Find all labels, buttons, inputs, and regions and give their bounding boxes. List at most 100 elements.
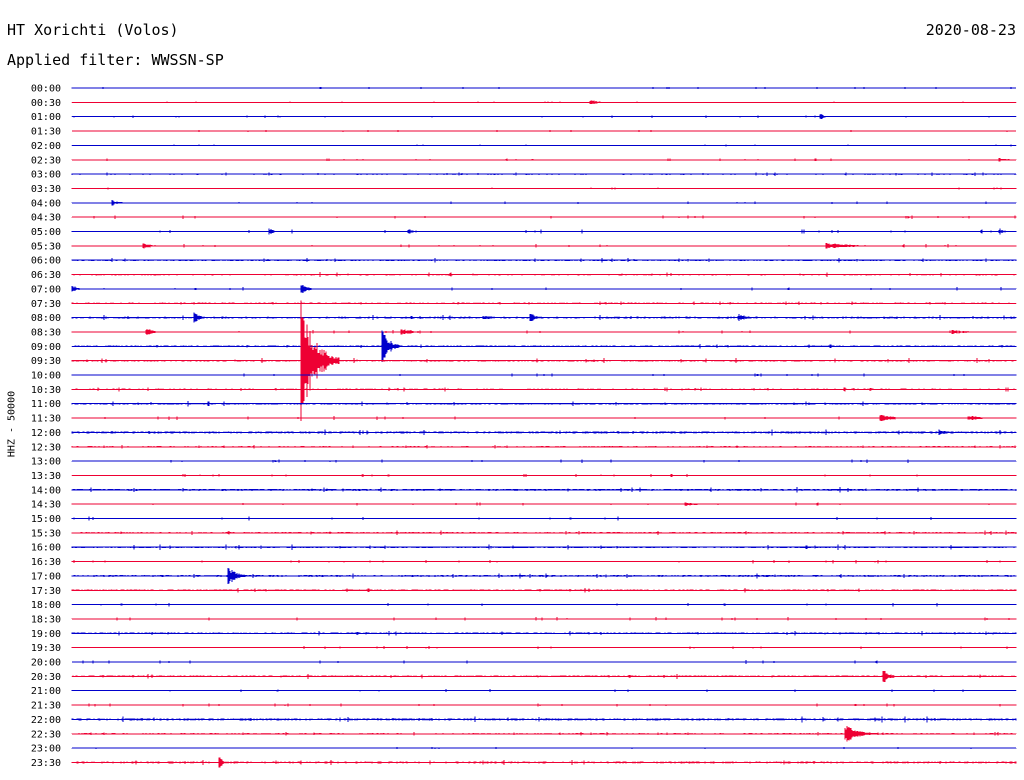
time-tick-label: 00:30 xyxy=(31,98,61,109)
time-tick-label: 13:00 xyxy=(31,457,61,468)
trace-row xyxy=(71,284,1017,293)
time-tick-label: 18:00 xyxy=(31,600,61,611)
time-tick-label: 19:30 xyxy=(31,643,61,654)
time-tick-label: 00:00 xyxy=(31,84,61,95)
trace-row xyxy=(71,387,1017,392)
time-tick-label: 22:30 xyxy=(31,729,61,740)
trace-row xyxy=(71,301,1017,305)
time-tick-label: 02:30 xyxy=(31,155,61,166)
trace-row xyxy=(71,502,1017,506)
trace-row xyxy=(71,726,1017,742)
trace-row xyxy=(71,328,1017,336)
time-tick-label: 03:00 xyxy=(31,170,61,181)
time-tick-label: 20:30 xyxy=(31,672,61,683)
trace-row xyxy=(71,300,1017,421)
time-tick-label: 06:30 xyxy=(31,270,61,281)
time-tick-label: 06:00 xyxy=(31,256,61,267)
time-tick-label: 16:00 xyxy=(31,543,61,554)
time-tick-label: 02:00 xyxy=(31,141,61,152)
trace-row xyxy=(71,100,1017,105)
trace-row xyxy=(71,243,1017,249)
trace-row xyxy=(71,459,1017,463)
trace-row xyxy=(71,559,1017,564)
time-tick-label: 04:00 xyxy=(31,198,61,209)
trace-row xyxy=(71,373,1017,377)
trace-row xyxy=(71,670,1017,682)
time-tick-label: 23:00 xyxy=(31,744,61,755)
trace-row xyxy=(71,487,1017,493)
trace-row xyxy=(71,215,1017,219)
trace-row xyxy=(71,157,1017,162)
trace-row xyxy=(71,257,1017,263)
time-tick-label: 14:00 xyxy=(31,485,61,496)
time-tick-label: 01:00 xyxy=(31,112,61,123)
trace-row xyxy=(71,429,1017,436)
time-tick-label: 11:00 xyxy=(31,399,61,410)
time-tick-label: 16:30 xyxy=(31,557,61,568)
time-tick-label: 11:30 xyxy=(31,414,61,425)
time-tick-label: 18:30 xyxy=(31,614,61,625)
date-label: 2020-08-23 xyxy=(925,21,1016,39)
trace-row xyxy=(71,587,1017,593)
station-title: HT Xorichti (Volos) xyxy=(7,21,179,39)
trace-row xyxy=(71,747,1017,750)
time-tick-label: 20:00 xyxy=(31,658,61,669)
trace-row xyxy=(71,86,1017,90)
trace-row xyxy=(71,228,1017,235)
trace-row xyxy=(71,530,1017,536)
trace-row xyxy=(71,415,1017,421)
trace-row xyxy=(71,631,1017,636)
time-tick-label: 15:30 xyxy=(31,528,61,539)
trace-row xyxy=(71,617,1017,621)
time-tick-label: 08:00 xyxy=(31,313,61,324)
time-tick-label: 09:00 xyxy=(31,342,61,353)
time-tick-label: 05:30 xyxy=(31,241,61,252)
time-tick-label: 22:00 xyxy=(31,715,61,726)
trace-row xyxy=(71,129,1017,133)
trace-row xyxy=(71,703,1017,707)
trace-row xyxy=(71,660,1017,664)
time-tick-label: 10:00 xyxy=(31,371,61,382)
trace-row xyxy=(71,689,1017,693)
time-tick-label: 17:30 xyxy=(31,586,61,597)
time-tick-label: 07:30 xyxy=(31,299,61,310)
time-tick-label: 01:30 xyxy=(31,127,61,138)
time-tick-label: 09:30 xyxy=(31,356,61,367)
trace-row xyxy=(71,144,1017,147)
time-tick-label: 07:00 xyxy=(31,284,61,295)
time-tick-label: 12:00 xyxy=(31,428,61,439)
time-tick-label: 12:30 xyxy=(31,442,61,453)
seismic-traces xyxy=(71,86,1017,768)
trace-row xyxy=(71,401,1017,407)
trace-row xyxy=(71,716,1017,723)
time-tick-label: 21:00 xyxy=(31,686,61,697)
trace-row xyxy=(71,312,1017,323)
time-tick-label: 04:30 xyxy=(31,213,61,224)
time-tick-labels: 00:00 00:30 01:00 01:30 02:00 02:30 03:00 03:30… xyxy=(31,84,61,769)
time-tick-label: 19:00 xyxy=(31,629,61,640)
trace-row xyxy=(71,544,1017,550)
trace-row xyxy=(71,568,1017,584)
time-tick-label: 17:00 xyxy=(31,571,61,582)
time-tick-label: 23:30 xyxy=(31,758,61,769)
trace-row xyxy=(71,330,1017,362)
trace-row xyxy=(71,272,1017,277)
time-tick-label: 10:30 xyxy=(31,385,61,396)
trace-row xyxy=(71,602,1017,607)
trace-row xyxy=(71,172,1017,176)
time-tick-label: 13:30 xyxy=(31,471,61,482)
trace-row xyxy=(71,646,1017,650)
trace-row xyxy=(71,474,1017,477)
trace-row xyxy=(71,445,1017,449)
time-tick-label: 14:30 xyxy=(31,500,61,511)
trace-row xyxy=(71,516,1017,521)
trace-row xyxy=(71,187,1017,190)
time-tick-label: 05:00 xyxy=(31,227,61,238)
trace-row xyxy=(71,114,1017,120)
time-tick-label: 03:30 xyxy=(31,184,61,195)
time-tick-label: 21:30 xyxy=(31,701,61,712)
time-tick-label: 08:30 xyxy=(31,327,61,338)
time-tick-label: 15:00 xyxy=(31,514,61,525)
filter-label: Applied filter: WWSSN-SP xyxy=(7,51,224,69)
